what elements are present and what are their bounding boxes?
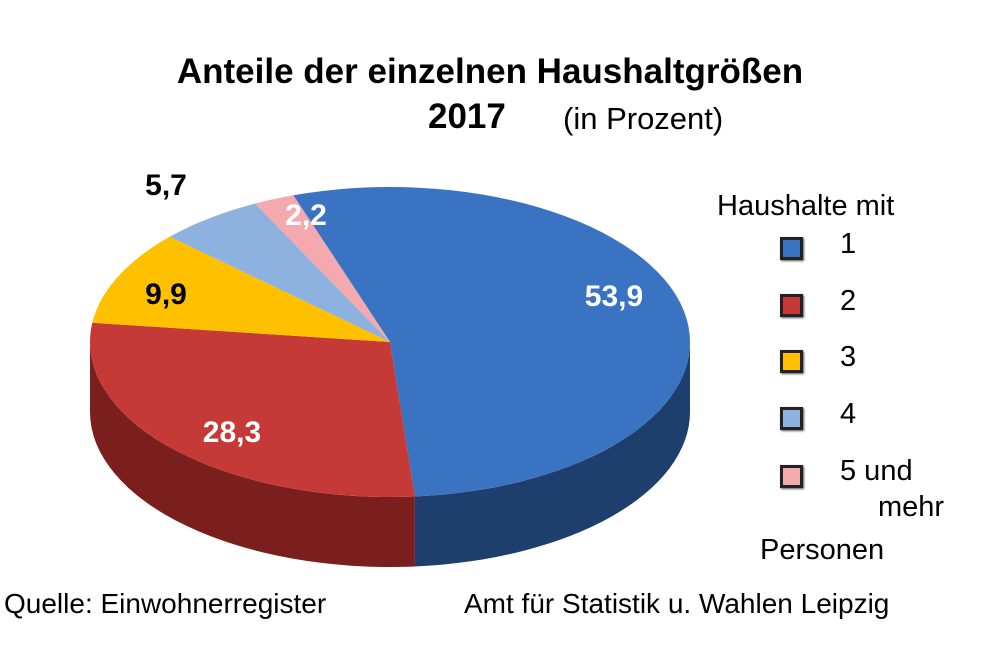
pie-slice-5 bbox=[255, 195, 390, 342]
legend-label-4: 4 bbox=[840, 398, 857, 430]
source-note: Quelle: Einwohnerregister bbox=[4, 588, 327, 619]
legend-suffix: Personen bbox=[760, 534, 885, 566]
chart-year: 2017 bbox=[428, 97, 506, 136]
legend-swatch-3 bbox=[780, 350, 803, 373]
legend-swatch-5 bbox=[780, 465, 803, 488]
pie-slice-4 bbox=[169, 203, 390, 342]
chart-title: Anteile der einzelnen Haushaltgrößen bbox=[176, 52, 804, 91]
pie-slice-1 bbox=[293, 187, 690, 497]
data-label-3: 9,9 bbox=[145, 278, 187, 311]
legend-label-1: 1 bbox=[840, 228, 857, 260]
legend-swatch-4 bbox=[780, 407, 803, 430]
legend-title: Haushalte mit bbox=[717, 190, 895, 222]
legend-swatch-1 bbox=[780, 237, 803, 260]
legend-label-2: 2 bbox=[840, 285, 857, 317]
pie-side-2 bbox=[90, 342, 415, 567]
pie-slice-2 bbox=[89, 322, 415, 497]
organization-note: Amt für Statistik u. Wahlen Leipzig bbox=[464, 588, 890, 619]
pie-side-1 bbox=[414, 342, 690, 567]
legend-label-3: 3 bbox=[840, 341, 857, 373]
data-label-2: 28,3 bbox=[202, 416, 262, 449]
data-label-1: 53,9 bbox=[584, 280, 644, 313]
legend-swatch-2 bbox=[780, 294, 803, 317]
legend-label-5: 5 und bbox=[840, 455, 913, 487]
pie-slice-3 bbox=[92, 236, 390, 342]
data-label-4: 5,7 bbox=[145, 169, 187, 202]
chart-unit: (in Prozent) bbox=[563, 101, 724, 136]
legend-label-5-continuation: mehr bbox=[878, 491, 945, 523]
data-label-5: 2,2 bbox=[285, 199, 327, 232]
